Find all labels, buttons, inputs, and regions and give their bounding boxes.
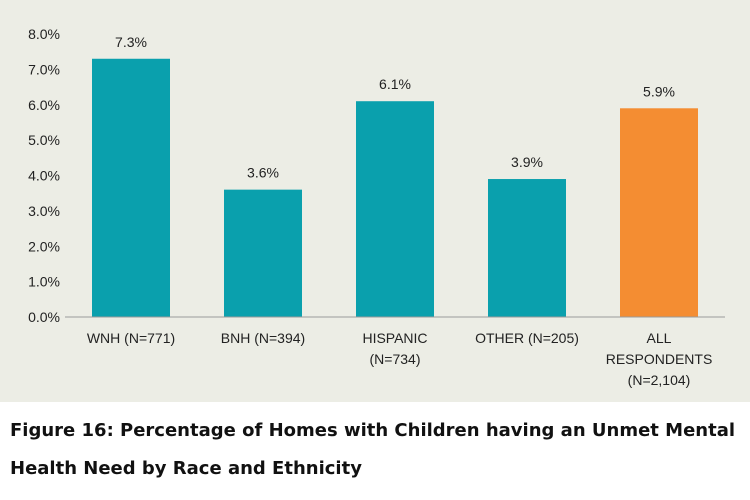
data-label: 3.6% [247,165,279,181]
x-category-label: ALL RESPONDENTS (N=2,104) [606,330,713,388]
bar [92,58,170,317]
x-category-label: HISPANIC (N=734) [362,330,427,367]
bar [488,179,566,317]
y-tick-label: 1.0% [28,274,60,290]
bar [224,189,302,317]
bars: 7.3% 3.6% 6.1% 3.9% 5.9% [92,34,698,318]
bar [356,101,434,318]
y-tick-label: 7.0% [28,61,60,77]
y-tick-label: 0.0% [28,309,60,325]
x-axis: WNH (N=771) BNH (N=394) HISPANIC (N=734) OTH… [65,316,725,388]
data-label: 6.1% [379,76,411,92]
data-label: 3.9% [511,154,543,170]
bar [620,108,698,317]
chart-panel: 0.0% 1.0% 2.0% 3.0% 4.0% 5.0% 6.0% 7.0% 8.0% 7.3… [0,0,750,402]
x-category-label: BNH (N=394) [221,330,305,346]
y-tick-label: 6.0% [28,97,60,113]
data-label: 7.3% [115,34,147,50]
y-axis: 0.0% 1.0% 2.0% 3.0% 4.0% 5.0% 6.0% 7.0% 8.0% [28,26,60,325]
x-category-label: OTHER (N=205) [475,330,579,346]
y-tick-label: 2.0% [28,238,60,254]
data-label: 5.9% [643,83,675,99]
y-tick-label: 4.0% [28,168,60,184]
figure-caption: Figure 16: Percentage of Homes with Chil… [10,420,736,479]
y-tick-label: 3.0% [28,203,60,219]
x-category-label: WNH (N=771) [87,330,175,346]
bar-chart: 0.0% 1.0% 2.0% 3.0% 4.0% 5.0% 6.0% 7.0% 8.0% 7.3… [28,26,725,388]
y-tick-label: 5.0% [28,132,60,148]
y-tick-label: 8.0% [28,26,60,42]
